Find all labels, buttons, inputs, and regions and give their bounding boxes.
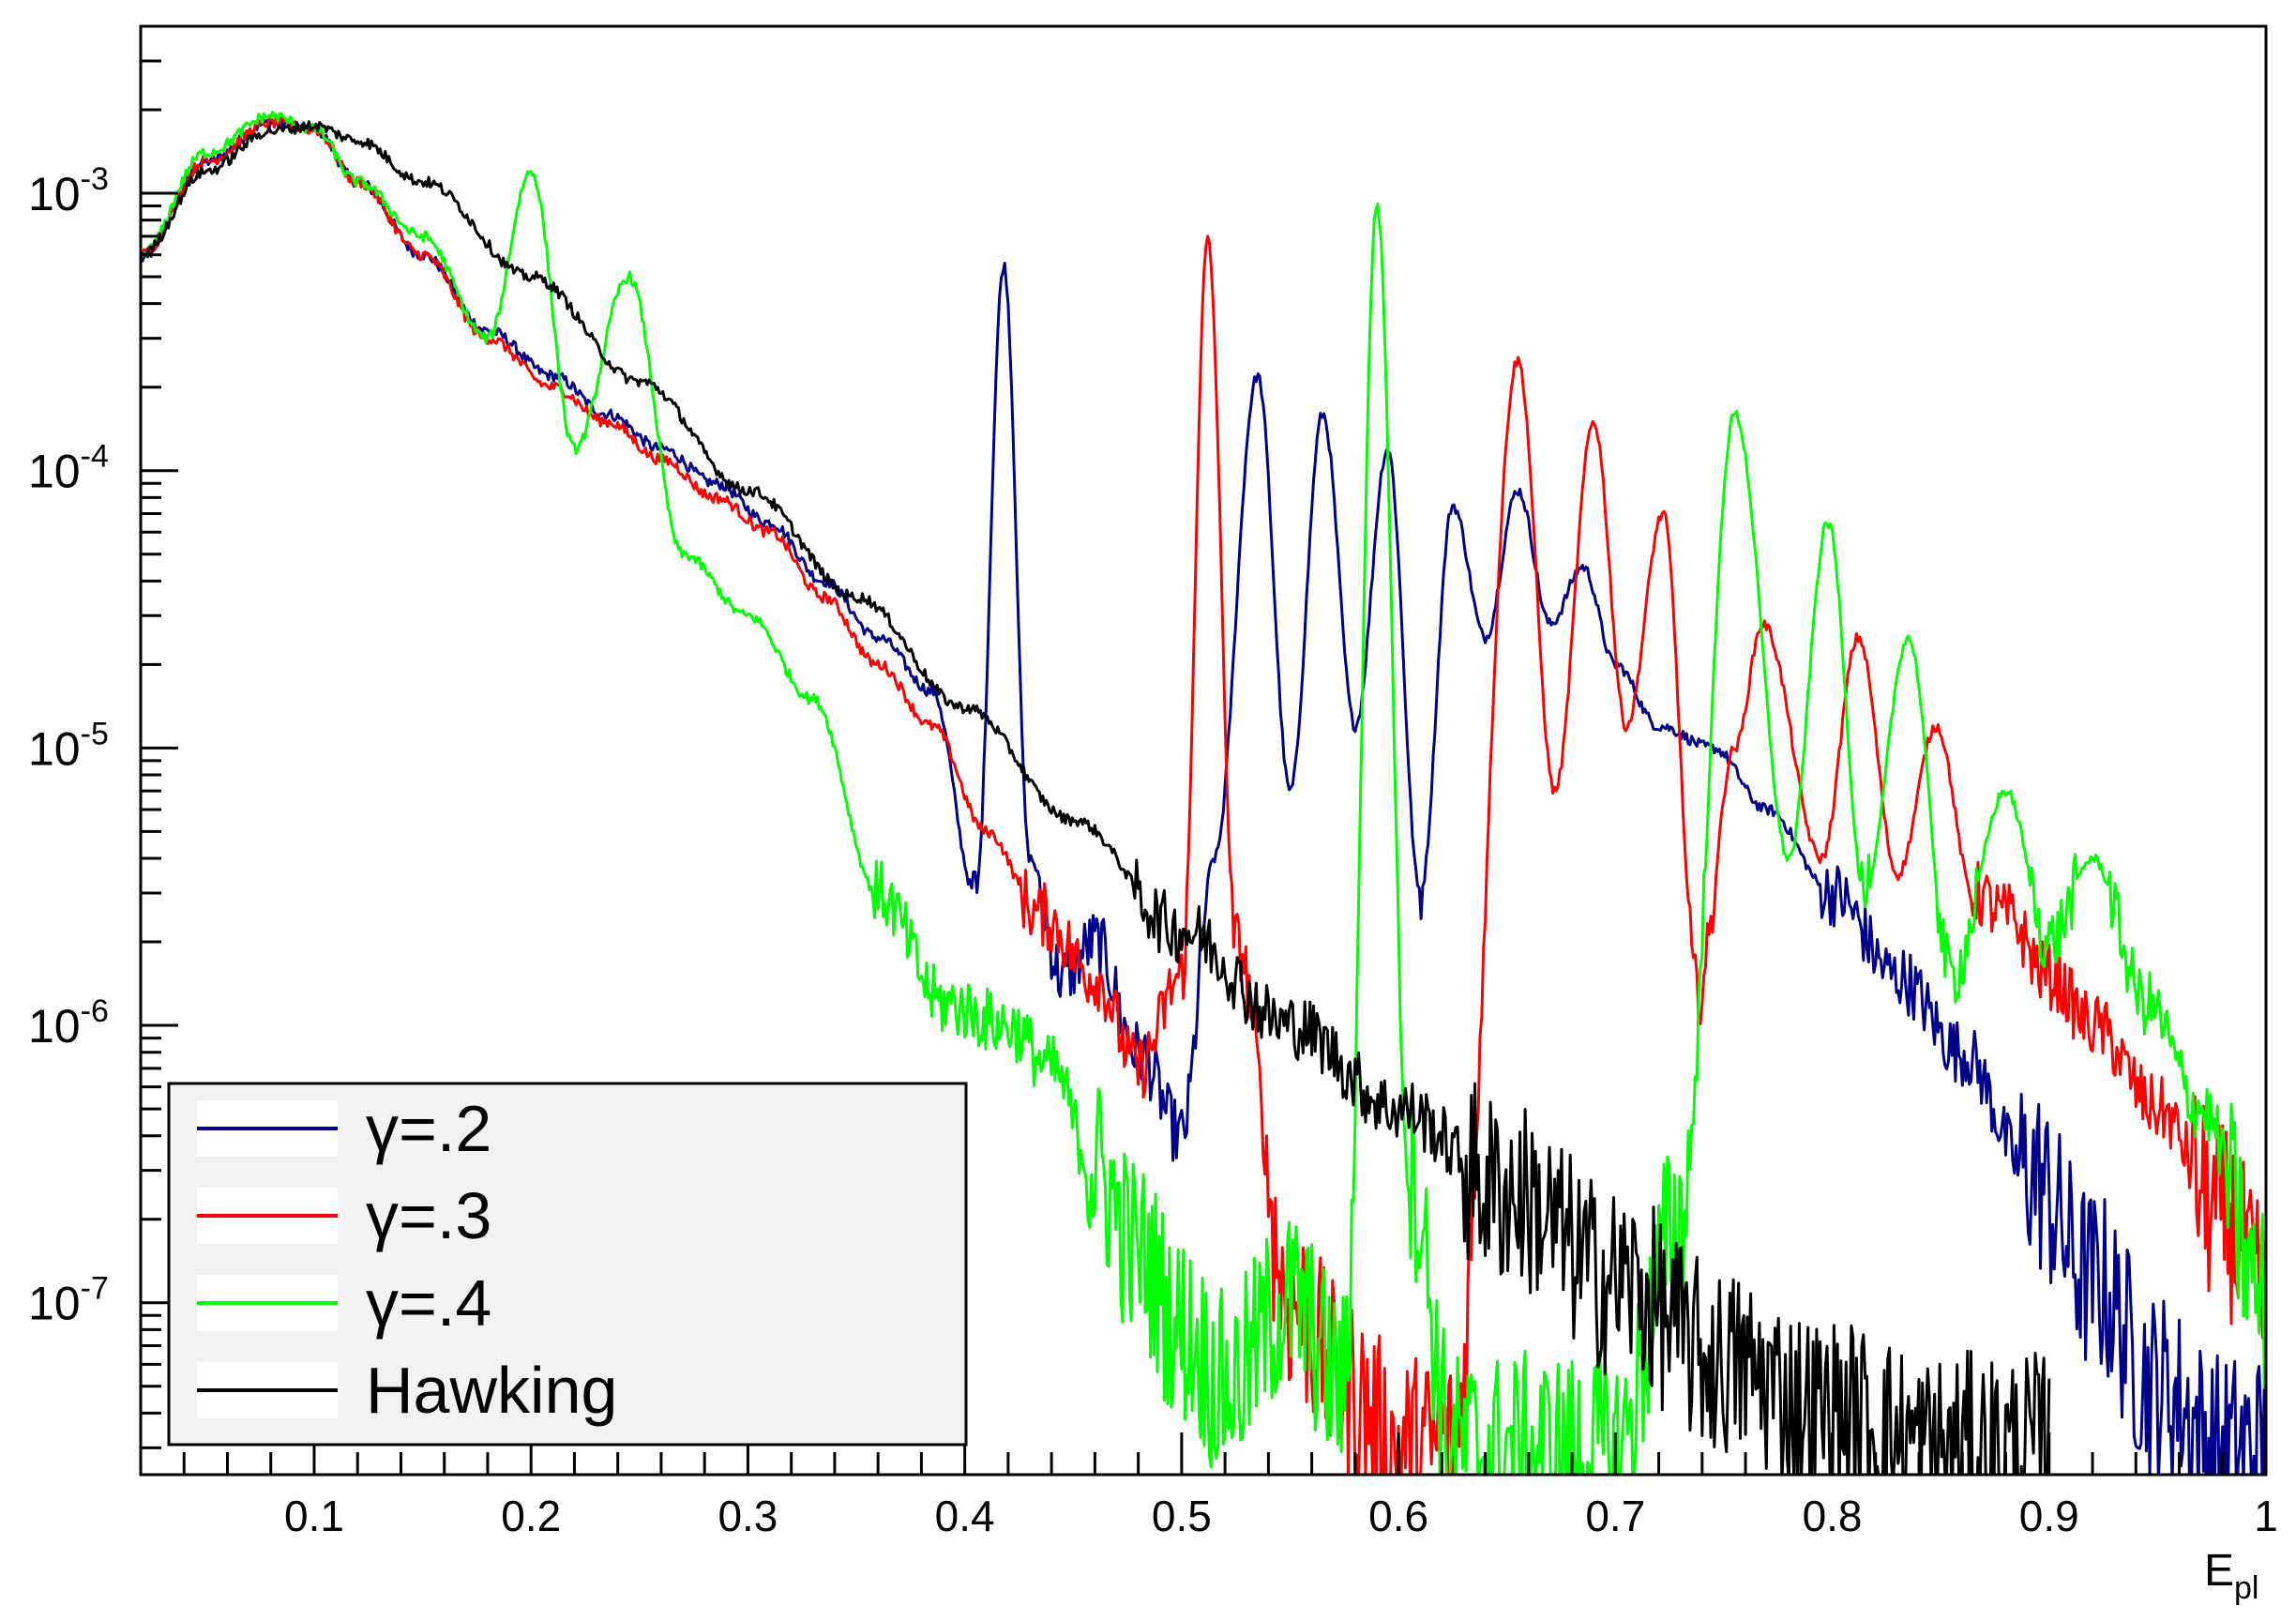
- series-line-2: [141, 115, 2266, 1475]
- series-line-3: [141, 111, 2266, 1475]
- x-tick-label: 0.7: [1585, 1492, 1645, 1540]
- legend: γ=.2 γ=.3 γ=.4 Hawking: [167, 1082, 968, 1447]
- y-tick-label: 10-3: [28, 161, 109, 220]
- x-tick-label: 0.2: [501, 1492, 561, 1540]
- x-tick-label: 0.5: [1152, 1492, 1212, 1540]
- x-axis-label: Epl: [2204, 1546, 2258, 1606]
- x-tick-label: 0.8: [1803, 1492, 1863, 1540]
- legend-label-4: Hawking: [366, 1354, 617, 1427]
- legend-label-3: γ=.4: [366, 1266, 491, 1340]
- x-axis: 0.1 0.2 0.3 0.4 0.5 0.6 0.7 0.8 0.9 1: [139, 1432, 2278, 1540]
- x-tick-label: 0.3: [718, 1492, 778, 1540]
- x-tick-label: 0.1: [284, 1492, 344, 1540]
- plot-frame: [139, 24, 2268, 1477]
- legend-label-1: γ=.2: [366, 1092, 491, 1165]
- y-tick-label: 10-7: [28, 1271, 109, 1330]
- x-tick-label: 0.6: [1368, 1492, 1428, 1540]
- series-line-4: [141, 120, 2051, 1475]
- x-tick-label: 0.9: [2019, 1492, 2079, 1540]
- x-tick-label: 0.4: [935, 1492, 995, 1540]
- x-tick-label: 1: [2254, 1492, 2278, 1540]
- series-layer: [141, 111, 2266, 1475]
- y-axis: 10-3 10-4 10-5 10-6 10-7: [28, 24, 178, 1449]
- y-tick-label: 10-6: [28, 993, 109, 1053]
- y-tick-label: 10-5: [28, 716, 109, 775]
- y-tick-label: 10-4: [28, 439, 109, 498]
- legend-label-2: γ=.3: [366, 1179, 491, 1252]
